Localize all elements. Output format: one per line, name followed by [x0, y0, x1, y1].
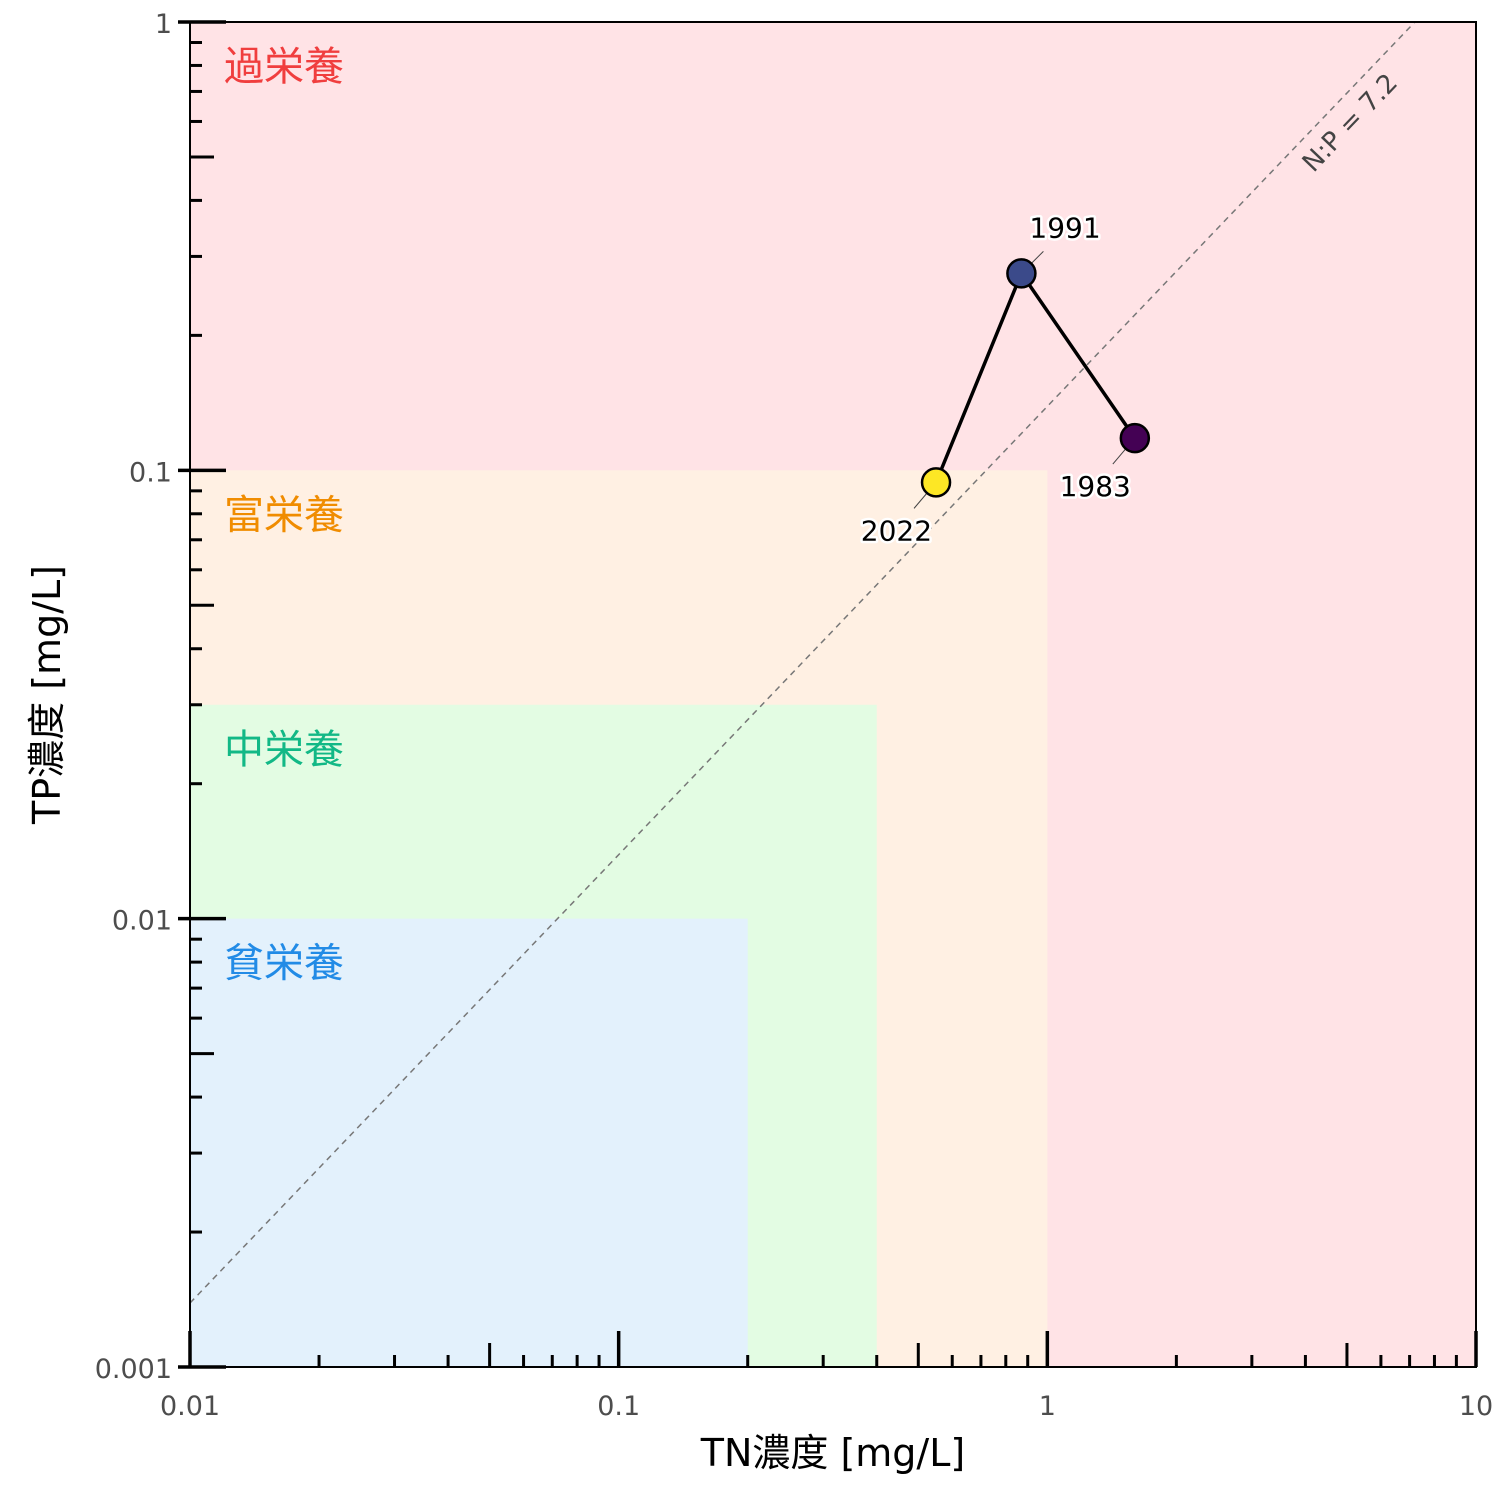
- x-tick-label: 10: [1459, 1391, 1493, 1422]
- zone-label-1: 富栄養: [224, 492, 344, 538]
- x-axis: 0.01 0.1 1 10: [160, 1331, 1493, 1422]
- point-1991: [1006, 258, 1037, 289]
- x-tick-label: 1: [1039, 1391, 1056, 1422]
- reference-line: [189, 21, 1416, 1304]
- y-tick-label: 0.1: [129, 457, 172, 488]
- data-points: 1983 1991 2022: [858, 209, 1151, 550]
- x-tick-label: 0.01: [160, 1391, 220, 1422]
- point-2022: [920, 467, 952, 498]
- y-tick-label: 1: [155, 9, 172, 40]
- point-label-1991: 1991: [1029, 211, 1100, 244]
- y-axis: 0.001 0.01 0.1 1: [95, 9, 226, 1385]
- plot-frame: [189, 21, 1477, 1368]
- y-axis-title: TP濃度 [mg/L]: [25, 565, 69, 825]
- x-tick-label: 0.1: [597, 1391, 640, 1422]
- point-label-2022: 2022: [861, 514, 932, 547]
- zone-label-2: 中栄養: [224, 727, 344, 773]
- y-tick-label: 0.01: [112, 906, 172, 937]
- zone-3: [190, 918, 748, 1367]
- zone-label-3: 貧栄養: [224, 941, 344, 987]
- point-label-1983: 1983: [1060, 470, 1131, 503]
- x-axis-title: TN濃度 [mg/L]: [700, 1431, 965, 1475]
- zone-label-0: 過栄養: [224, 44, 344, 90]
- point-1983: [1119, 422, 1151, 454]
- y-tick-label: 0.001: [95, 1354, 172, 1385]
